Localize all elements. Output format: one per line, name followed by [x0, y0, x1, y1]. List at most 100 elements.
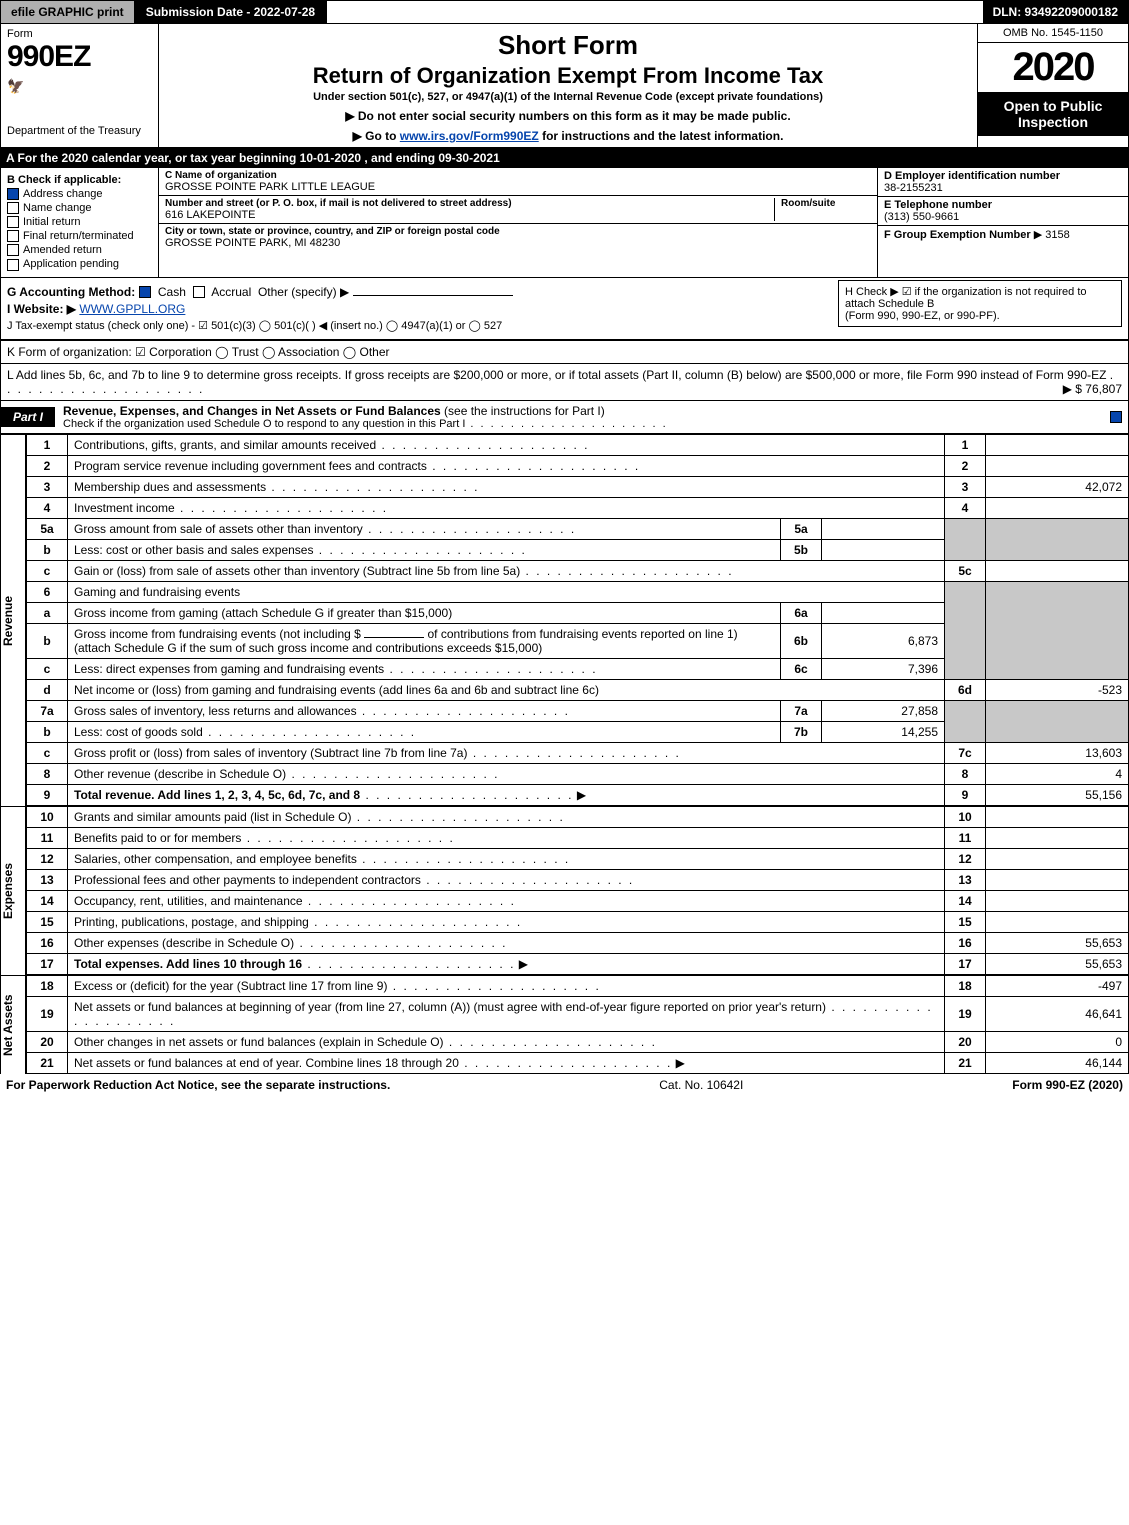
ein-label: D Employer identification number — [884, 170, 1122, 182]
g-label: G Accounting Method: — [7, 285, 135, 299]
line-desc: Excess or (deficit) for the year (Subtra… — [68, 975, 945, 996]
line-ref: 2 — [945, 455, 986, 476]
line-7a: 7aGross sales of inventory, less returns… — [27, 700, 1129, 721]
chk-application-pending[interactable]: Application pending — [7, 258, 152, 270]
line-7c: cGross profit or (loss) from sales of in… — [27, 742, 1129, 763]
sub-amount: 7,396 — [822, 658, 945, 679]
shade-cell — [945, 581, 986, 679]
chk-name-change[interactable]: Name change — [7, 202, 152, 214]
chk-initial-return[interactable]: Initial return — [7, 216, 152, 228]
line-num: b — [27, 721, 68, 742]
desc-text: Benefits paid to or for members — [74, 831, 241, 845]
line-desc: Gaming and fundraising events — [68, 581, 945, 602]
line-amount: 46,144 — [986, 1052, 1129, 1073]
line-num: b — [27, 539, 68, 560]
footer-left: For Paperwork Reduction Act Notice, see … — [6, 1078, 390, 1092]
line-10: 10Grants and similar amounts paid (list … — [27, 806, 1129, 827]
footer-right: Form 990-EZ (2020) — [1012, 1078, 1123, 1092]
checkbox-icon[interactable] — [139, 286, 151, 298]
line-amount — [986, 806, 1129, 827]
line-amount — [986, 455, 1129, 476]
dots-icon — [302, 957, 515, 971]
contrib-input[interactable] — [364, 637, 424, 638]
sub-amount — [822, 602, 945, 623]
goto-post: for instructions and the latest informat… — [539, 129, 784, 143]
part1-bar: Part I Revenue, Expenses, and Changes in… — [0, 401, 1129, 434]
dots-icon — [294, 936, 507, 950]
irs-link[interactable]: www.irs.gov/Form990EZ — [400, 129, 539, 143]
line-num: 3 — [27, 476, 68, 497]
line-desc: Net assets or fund balances at beginning… — [68, 996, 945, 1031]
chk-final-return[interactable]: Final return/terminated — [7, 230, 152, 242]
checkbox-icon[interactable] — [193, 286, 205, 298]
expenses-vlabel: Expenses — [0, 806, 26, 975]
form-word: Form — [7, 28, 152, 40]
chk-address-change[interactable]: Address change — [7, 188, 152, 200]
desc-text: Occupancy, rent, utilities, and maintena… — [74, 894, 303, 908]
g-other-input[interactable] — [353, 295, 513, 296]
checkbox-icon — [7, 259, 19, 271]
part1-title-note: (see the instructions for Part I) — [444, 404, 605, 418]
return-title: Return of Organization Exempt From Incom… — [167, 63, 969, 89]
line-amount: 55,156 — [986, 784, 1129, 805]
top-bar: efile GRAPHIC print Submission Date - 20… — [0, 0, 1129, 24]
line-18: 18Excess or (deficit) for the year (Subt… — [27, 975, 1129, 996]
desc-text: Gross amount from sale of assets other t… — [74, 522, 363, 536]
sub-amount: 6,873 — [822, 623, 945, 658]
topbar-spacer — [327, 1, 982, 23]
line-num: 18 — [27, 975, 68, 996]
line-num: 7a — [27, 700, 68, 721]
arrow-icon: ▶ — [519, 957, 528, 971]
chk-label: Final return/terminated — [23, 230, 134, 242]
line-num: a — [27, 602, 68, 623]
desc-text: Net assets or fund balances at beginning… — [74, 1000, 826, 1014]
header-left: Form 990EZ 🦅 Department of the Treasury — [1, 24, 159, 147]
line-amount — [986, 911, 1129, 932]
desc-text: Less: cost of goods sold — [74, 725, 203, 739]
desc-text: Less: cost or other basis and sales expe… — [74, 543, 313, 557]
line-5c: cGain or (loss) from sale of assets othe… — [27, 560, 1129, 581]
line-amount: 13,603 — [986, 742, 1129, 763]
g-cash: Cash — [158, 285, 186, 299]
desc-text: Other revenue (describe in Schedule O) — [74, 767, 286, 781]
line-ref: 20 — [945, 1031, 986, 1052]
checkbox-icon — [7, 188, 19, 200]
box-h-line1: H Check ▶ ☑ if the organization is not r… — [845, 285, 1115, 310]
dln-label: DLN: 93492209000182 — [983, 1, 1128, 23]
checkbox-icon — [7, 216, 19, 228]
efile-print-button[interactable]: efile GRAPHIC print — [1, 1, 136, 23]
dots-icon — [303, 894, 516, 908]
open-to-public: Open to Public Inspection — [978, 92, 1128, 136]
line-num: 19 — [27, 996, 68, 1031]
part1-tag: Part I — [1, 407, 55, 427]
header-right: OMB No. 1545-1150 2020 Open to Public In… — [978, 24, 1128, 147]
line-num: d — [27, 679, 68, 700]
line-num: 5a — [27, 518, 68, 539]
line-num: 21 — [27, 1052, 68, 1073]
desc-text: Gross profit or (loss) from sales of inv… — [74, 746, 467, 760]
desc-text: Contributions, gifts, grants, and simila… — [74, 438, 376, 452]
chk-label: Name change — [23, 202, 92, 214]
submission-date-button[interactable]: Submission Date - 2022-07-28 — [136, 1, 327, 23]
line-desc: Gross profit or (loss) from sales of inv… — [68, 742, 945, 763]
line-ref: 10 — [945, 806, 986, 827]
info-grid: B Check if applicable: Address change Na… — [0, 168, 1129, 278]
line-desc: Other revenue (describe in Schedule O) — [68, 763, 945, 784]
line-desc: Other expenses (describe in Schedule O) — [68, 932, 945, 953]
line-amount — [986, 497, 1129, 518]
city-label: City or town, state or province, country… — [165, 226, 871, 237]
line-ref: 3 — [945, 476, 986, 497]
dots-icon — [313, 543, 526, 557]
page-footer: For Paperwork Reduction Act Notice, see … — [0, 1074, 1129, 1096]
expenses-table: 10Grants and similar amounts paid (list … — [26, 806, 1129, 975]
box-l: L Add lines 5b, 6c, and 7b to line 9 to … — [0, 364, 1129, 401]
line-desc: Printing, publications, postage, and shi… — [68, 911, 945, 932]
line-amount — [986, 848, 1129, 869]
website-link[interactable]: WWW.GPPLL.ORG — [79, 302, 185, 316]
dots-icon — [459, 1056, 672, 1070]
chk-amended-return[interactable]: Amended return — [7, 244, 152, 256]
sub-ref: 6a — [781, 602, 822, 623]
arrow-icon: ▶ — [676, 1056, 685, 1070]
part1-checkbox[interactable] — [1108, 410, 1128, 424]
line-num: b — [27, 623, 68, 658]
